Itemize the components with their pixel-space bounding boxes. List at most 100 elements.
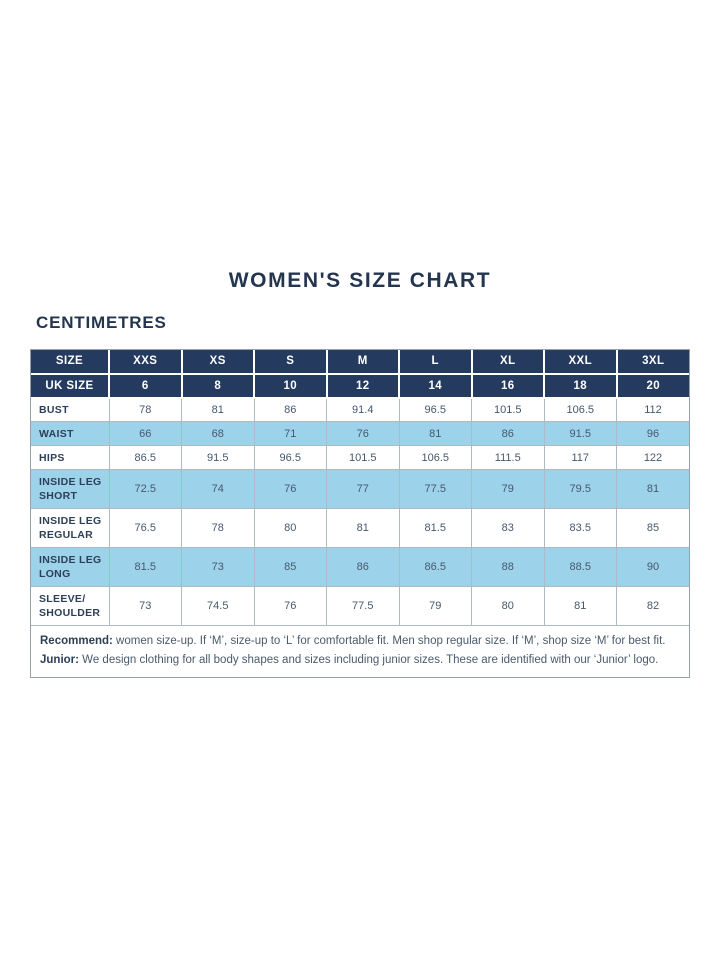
page-title: WOMEN'S SIZE CHART [228,269,492,292]
size-table-grid: SIZE XXS XS S M L XL XXL 3XL UK SIZE 6 8… [31,349,689,678]
value-cell: 112 [616,397,689,423]
footnote-row: Recommend: women size-up. If ‘M’, size-u… [31,625,689,678]
value-cell: 85 [616,508,689,549]
row-label-cell: BUST [31,397,110,423]
value-cell: 78 [181,508,255,549]
value-cell: 76.5 [108,508,182,549]
row-label-line: LONG [39,568,71,581]
row-label-line: INSIDE LEG [39,554,102,567]
header-cell: 14 [398,372,473,399]
value-cell: 106.5 [398,445,472,471]
value-cell: 77.5 [398,469,472,510]
size-table: SIZE XXS XS S M L XL XXL 3XL UK SIZE 6 8… [30,348,690,679]
value-cell: 86.5 [398,547,472,588]
row-label-line: REGULAR [39,529,94,542]
value-cell: 96.5 [253,445,327,471]
value-cell: 73 [108,586,182,627]
header-cell: 10 [253,372,328,399]
header-cell: XS [180,349,255,375]
row-label-line: INSIDE LEG [39,515,102,528]
footnote-text: women size-up. If ‘M’, size-up to ‘L’ fo… [112,635,666,648]
value-cell: 81 [616,469,689,510]
value-cell: 76 [253,469,327,510]
value-cell: 122 [616,445,689,471]
footnote-recommend: Recommend: women size-up. If ‘M’, size-u… [40,632,680,651]
header-cell: XXS [108,349,183,375]
table-row-bust: BUST 78 81 86 91.4 96.5 101.5 106.5 112 [31,397,689,423]
footnote-cell: Recommend: women size-up. If ‘M’, size-u… [31,625,689,678]
value-cell: 73 [181,547,255,588]
value-cell: 101.5 [326,445,400,471]
row-label-line: SHORT [39,490,78,503]
value-cell: 88 [471,547,545,588]
row-label-line: BUST [39,403,69,416]
row-label-cell: INSIDE LEG LONG [31,547,110,588]
row-label-cell: INSIDE LEG REGULAR [31,508,110,549]
value-cell: 77 [326,469,400,510]
value-cell: 81 [326,508,400,549]
header-cell: XXL [543,349,618,375]
row-label-cell: WAIST [31,421,110,447]
row-label-line: WAIST [39,427,74,440]
value-cell: 81 [398,421,472,447]
value-cell: 78 [108,397,182,423]
header-cell: 3XL [615,349,689,375]
header-cell: 12 [325,372,400,399]
value-cell: 106.5 [543,397,617,423]
table-row-inside-leg-long: INSIDE LEG LONG 81.5 73 85 86 86.5 88 88… [31,547,689,588]
table-row-waist: WAIST 66 68 71 76 81 86 91.5 96 [31,421,689,447]
value-cell: 101.5 [471,397,545,423]
value-cell: 90 [616,547,689,588]
value-cell: 86 [471,421,545,447]
header-cell: 18 [543,372,618,399]
value-cell: 82 [616,586,689,627]
value-cell: 85 [253,547,327,588]
header-uk-size-label: UK SIZE [31,372,110,399]
header-cell: M [325,349,400,375]
value-cell: 117 [543,445,617,471]
footnote-text: We design clothing for all body shapes a… [78,654,659,667]
value-cell: 76 [326,421,400,447]
value-cell: 79 [471,469,545,510]
header-cell: L [398,349,473,375]
value-cell: 88.5 [543,547,617,588]
footnote-label: Recommend: [40,635,113,648]
row-label-cell: INSIDE LEG SHORT [31,469,110,510]
value-cell: 66 [108,421,182,447]
row-label-line: SLEEVE/ [39,593,86,606]
value-cell: 111.5 [471,445,545,471]
value-cell: 79 [398,586,472,627]
value-cell: 81 [543,586,617,627]
header-size-label: SIZE [31,349,110,375]
value-cell: 83 [471,508,545,549]
value-cell: 96.5 [398,397,472,423]
value-cell: 86 [253,397,327,423]
footnote-label: Junior: [40,654,79,667]
table-row-inside-leg-regular: INSIDE LEG REGULAR 76.5 78 80 81 81.5 83… [31,508,689,549]
row-label-line: HIPS [39,451,65,464]
value-cell: 86.5 [108,445,182,471]
unit-heading: CENTIMETRES [36,313,167,333]
value-cell: 80 [471,586,545,627]
value-cell: 81.5 [398,508,472,549]
value-cell: 91.5 [543,421,617,447]
header-cell: S [253,349,328,375]
value-cell: 83.5 [543,508,617,549]
header-cell: XL [470,349,545,375]
value-cell: 76 [253,586,327,627]
size-chart-page: WOMEN'S SIZE CHART CENTIMETRES SIZE XXS … [30,269,690,679]
row-label-line: INSIDE LEG [39,476,102,489]
value-cell: 86 [326,547,400,588]
header-cell: 20 [615,372,689,399]
header-cell: 8 [180,372,255,399]
header-row-size: SIZE XXS XS S M L XL XXL 3XL [31,349,689,375]
row-label-cell: HIPS [31,445,110,471]
value-cell: 91.5 [181,445,255,471]
value-cell: 77.5 [326,586,400,627]
table-row-hips: HIPS 86.5 91.5 96.5 101.5 106.5 111.5 11… [31,445,689,471]
value-cell: 81.5 [108,547,182,588]
value-cell: 79.5 [543,469,617,510]
table-row-sleeve-shoulder: SLEEVE/ SHOULDER 73 74.5 76 77.5 79 80 8… [31,586,689,627]
value-cell: 91.4 [326,397,400,423]
row-label-line: SHOULDER [39,607,101,620]
